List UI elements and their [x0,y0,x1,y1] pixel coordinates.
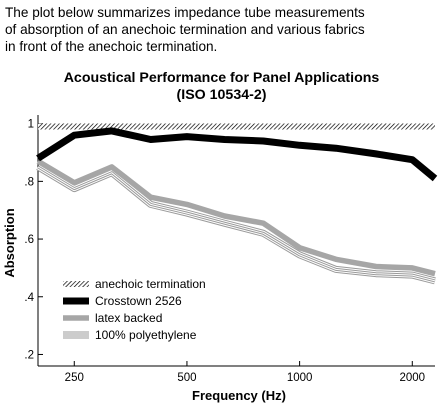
y-axis-title: Absorption [2,208,17,277]
y-tick-label: 1 [28,119,34,131]
legend-label: anechoic termination [95,277,206,291]
legend-label: latex backed [95,311,162,325]
y-tick-label: .8 [24,176,34,188]
x-tick-label: 1000 [287,372,313,384]
intro-text: The plot below summarizes impedance tube… [5,4,441,55]
intro-line: in front of the anechoic termination. [5,39,218,54]
x-axis-title: Frequency (Hz) [192,388,286,403]
series-triple [36,163,436,285]
series-line [36,127,438,182]
intro-line: of absorption of an anechoic termination… [5,22,365,37]
series-gray [36,158,436,277]
chart-subtitle-line: (ISO 10534-2) [176,87,267,103]
series-line [36,158,436,277]
chart-title-line: Acoustical Performance for Panel Applica… [63,70,380,86]
x-tick-label: 2000 [399,372,425,384]
x-tick-label: 500 [177,372,196,384]
y-tick-label: .2 [24,349,34,361]
series-thick [36,127,438,182]
series-line-gap [37,166,436,282]
chart-title: Acoustical Performance for Panel Applica… [0,70,443,104]
intro-line: The plot below summarizes impedance tube… [5,5,365,20]
legend-label: 100% polyethylene [95,328,197,342]
y-tick-label: .4 [24,292,34,304]
y-tick-label: .6 [24,234,34,246]
legend-label: Crosstown 2526 [95,294,182,308]
x-tick-label: 250 [65,372,84,384]
